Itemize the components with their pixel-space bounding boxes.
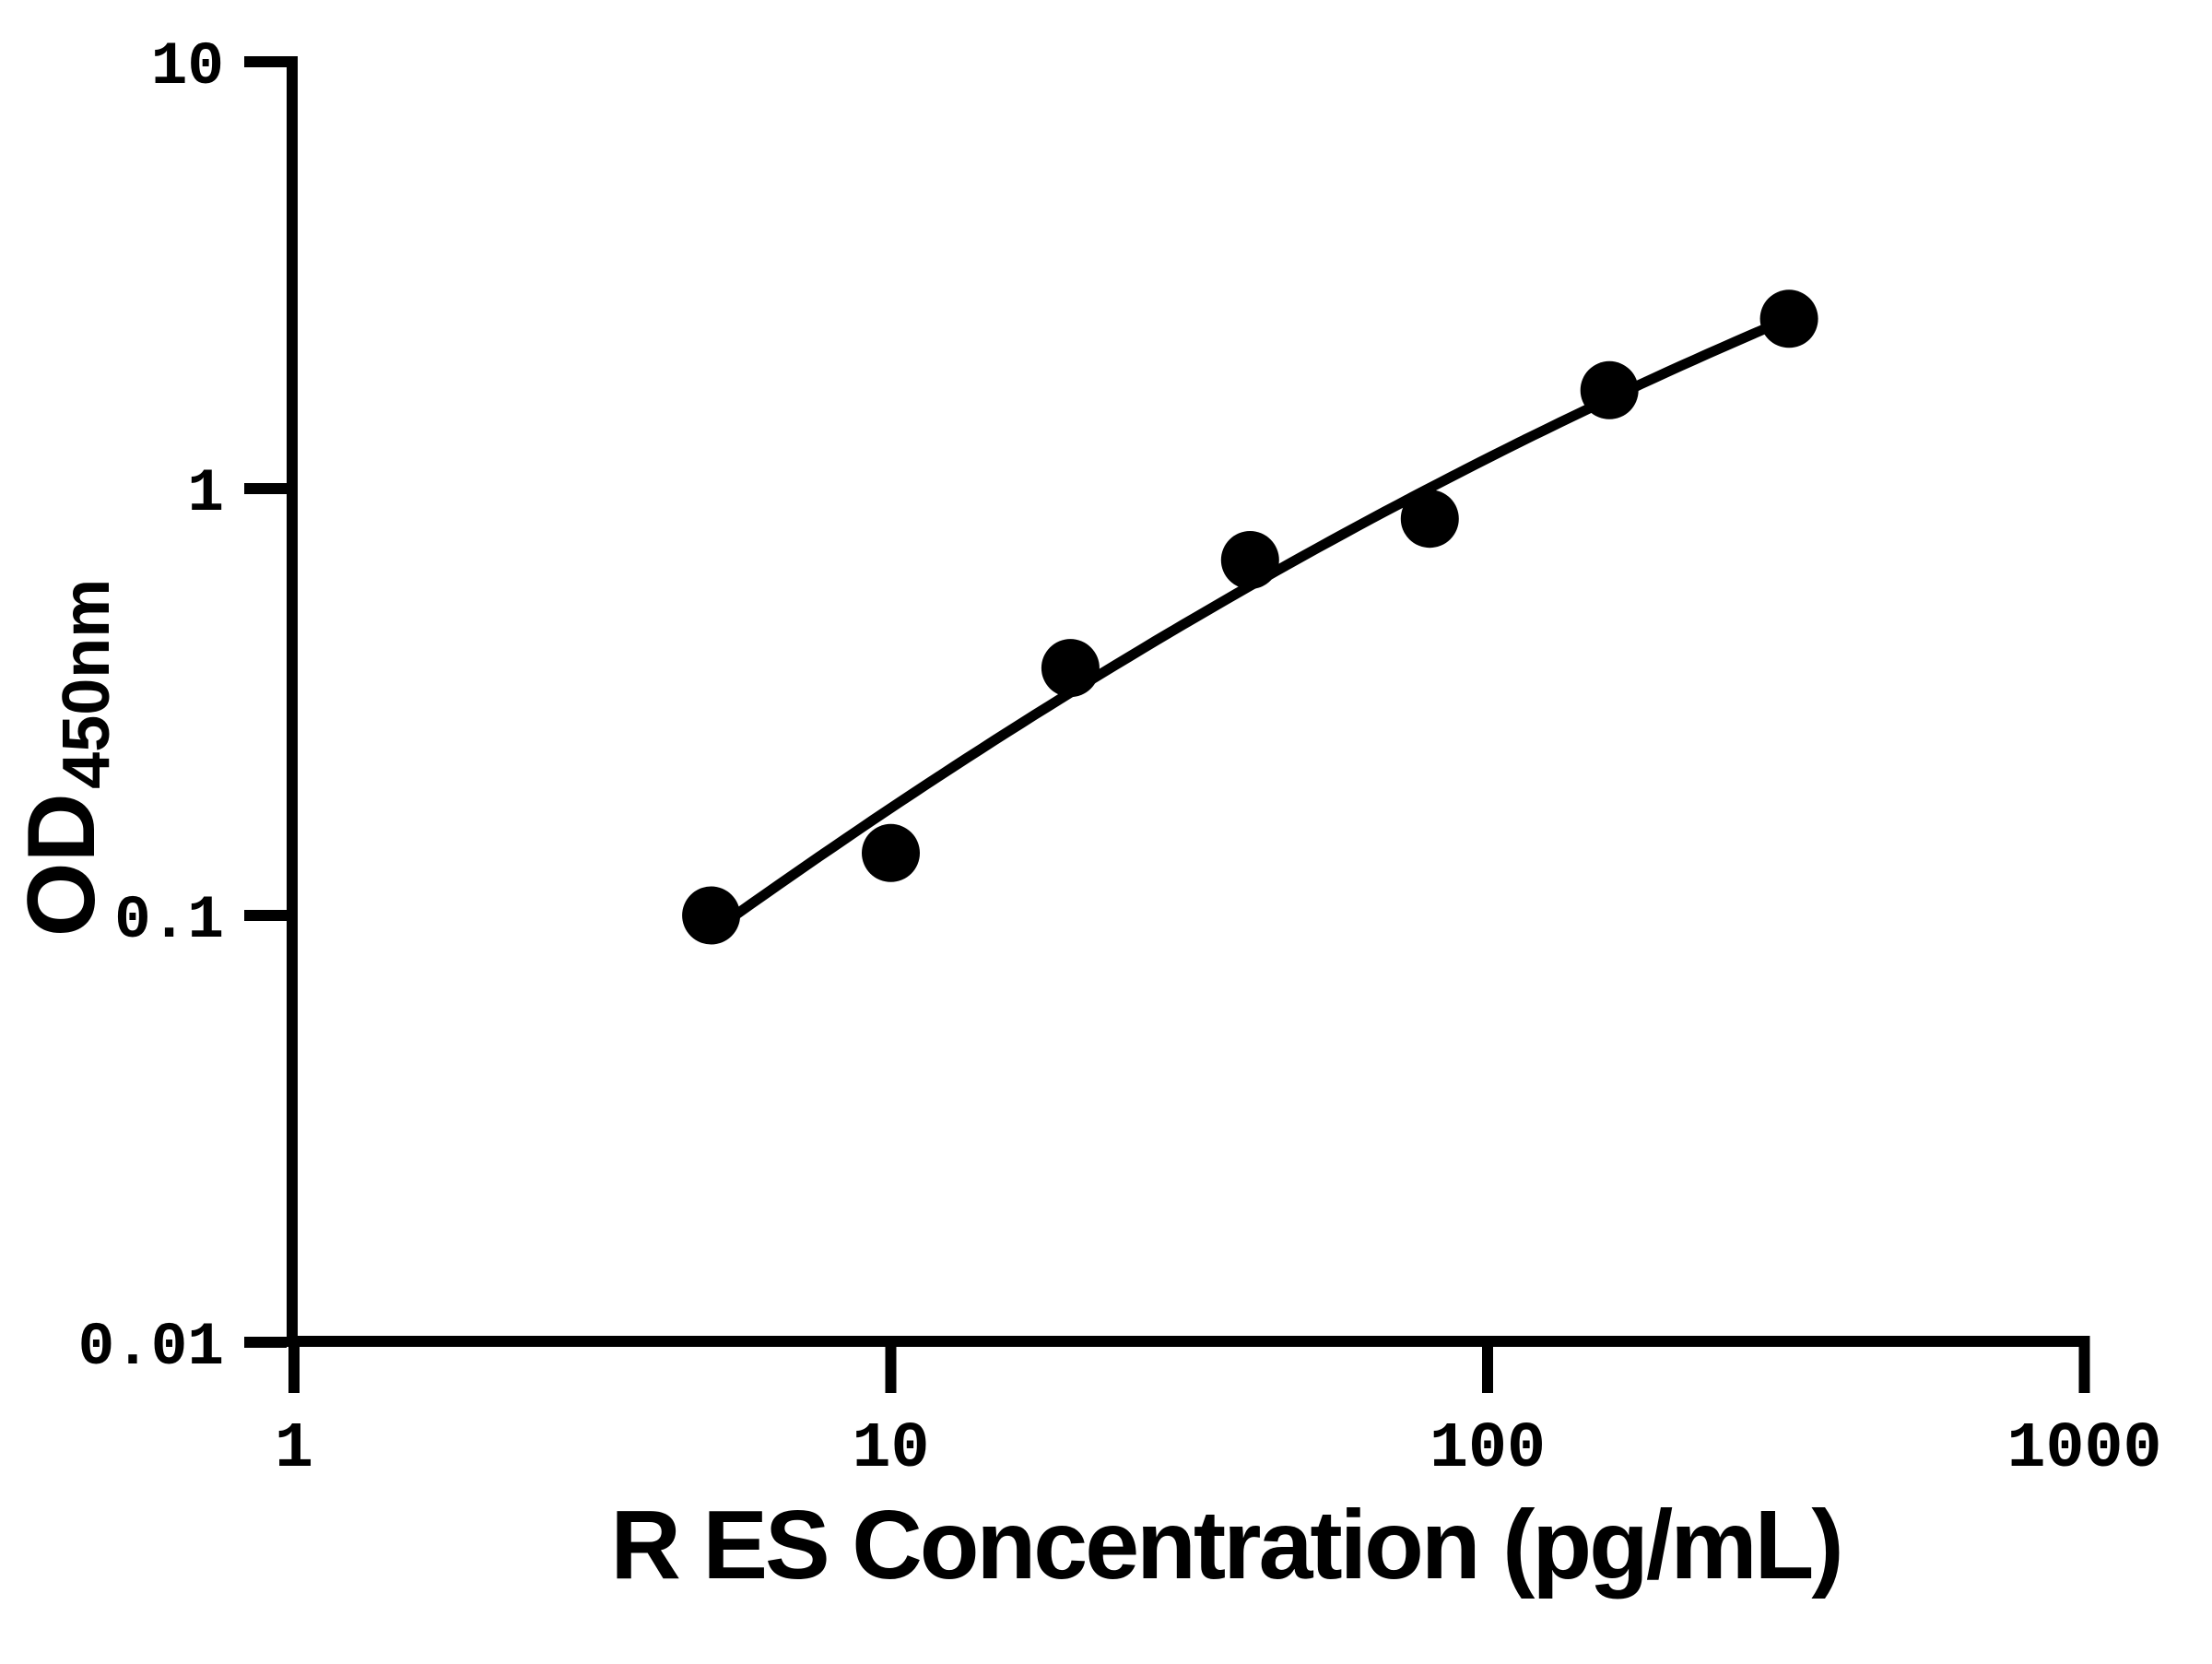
data-point: [1400, 490, 1459, 549]
y-tick-mark: [244, 910, 287, 921]
x-tick-mark: [1482, 1341, 1493, 1393]
data-point: [682, 886, 741, 945]
axes: [287, 56, 2090, 1347]
y-tick-label: 10: [151, 32, 224, 101]
y-tick-mark: [244, 56, 287, 67]
y-tick-labels: 10 1 0.1 0.01: [78, 32, 224, 1382]
y-axis-title: OD 450nm: [8, 579, 124, 938]
y-tick-label: 0.1: [114, 886, 224, 955]
x-tick-label: 1: [275, 1413, 313, 1486]
y-tick-label: 0.01: [78, 1313, 224, 1382]
x-tick-mark: [288, 1341, 300, 1393]
y-tick-mark: [244, 1337, 287, 1348]
data-point: [1580, 360, 1639, 419]
y-axis-ticks: [244, 56, 287, 1348]
x-axis-line: [287, 1336, 2090, 1347]
y-axis-title-subscript: 450nm: [50, 579, 124, 789]
x-axis-title: R ES Concentration (pg/mL): [610, 1491, 1841, 1599]
y-axis-line: [287, 56, 298, 1347]
x-tick-label: 1000: [2006, 1413, 2161, 1486]
data-points: [682, 289, 1818, 945]
y-tick-label: 1: [187, 459, 224, 528]
x-tick-label: 100: [1430, 1413, 1546, 1486]
x-tick-labels: 1 10 100 1000: [275, 1413, 2162, 1486]
x-axis-ticks: [288, 1341, 2090, 1393]
y-tick-mark: [244, 483, 287, 494]
x-tick-mark: [885, 1341, 897, 1393]
data-point: [862, 823, 920, 882]
x-tick-label: 10: [852, 1413, 929, 1486]
y-axis-title-main: OD: [8, 793, 115, 937]
data-point: [1220, 531, 1279, 589]
data-point: [1041, 639, 1100, 698]
data-point: [1759, 289, 1818, 348]
x-tick-mark: [2078, 1341, 2090, 1393]
